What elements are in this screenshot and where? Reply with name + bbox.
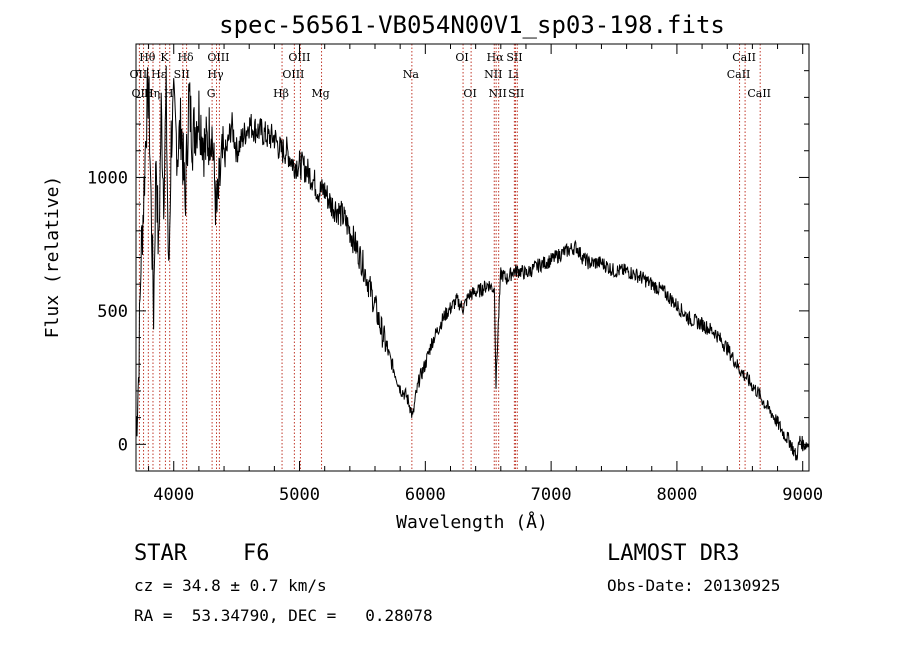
line-label-7: SII [506,51,522,64]
x-axis-label: Wavelength (Å) [396,511,548,533]
object-class: STAR [134,541,187,566]
y-tick-label-1: 500 [97,302,128,322]
line-label-12: Hγ [207,68,224,81]
spectrum-chart: spec-56561-VB054N00V1_sp03-198.fits Hθ K H… [42,11,823,533]
line-label-21: G [207,87,216,100]
x-tick-label-1: 5000 [279,485,320,505]
observation-date: Obs-Date: 20130925 [607,576,781,595]
line-label-17: CaII [727,68,751,81]
line-label-22: Hβ [273,87,289,100]
x-tick-label-5: 9000 [782,485,823,505]
line-label-4: OIII [288,51,310,64]
line-label-13: OIII [282,68,304,81]
line-label-1: K [160,51,169,64]
y-tick-label-2: 1000 [87,168,128,188]
axis-ticks: 4000 5000 6000 7000 8000 9000 0 500 1000 [87,44,823,505]
line-label-5: OI [455,51,468,64]
x-tick-label-0: 4000 [153,485,194,505]
line-label-2: Hδ [177,51,194,64]
line-label-14: Na [403,68,420,81]
chart-title: spec-56561-VB054N00V1_sp03-198.fits [219,11,725,39]
line-label-20: H [164,87,174,100]
line-label-11: SII [174,68,190,81]
line-label-10: Hε [151,68,167,81]
x-tick-label-3: 7000 [531,485,572,505]
coordinates: RA = 53.34790, DEC = 0.28078 [134,606,433,625]
x-tick-label-2: 6000 [405,485,446,505]
redshift-value: cz = 34.8 ± 0.7 km/s [134,576,327,595]
y-axis-label: Flux (relative) [42,176,63,339]
line-label-25: NII [489,87,507,100]
line-label-3: OIII [207,51,229,64]
y-tick-label-0: 0 [118,435,128,455]
line-label-24: OI [463,87,476,100]
line-label-16: Li [508,68,519,81]
plot-frame [135,43,810,472]
object-subclass: F6 [243,541,270,566]
line-label-27: CaII [747,87,771,100]
spectrum-line [135,65,810,461]
line-label-19: Hη [144,87,160,100]
x-tick-label-4: 8000 [656,485,697,505]
line-label-26: SII [508,87,524,100]
line-label-15: NII [484,68,502,81]
line-label-6: Hα [487,51,505,64]
line-label-8: CaII [732,51,756,64]
spectrum-series [135,65,810,461]
line-label-9: OII [130,68,148,81]
line-label-23: Mg [311,87,329,100]
survey-name: LAMOST DR3 [607,541,740,566]
line-label-0: Hθ [139,51,156,64]
